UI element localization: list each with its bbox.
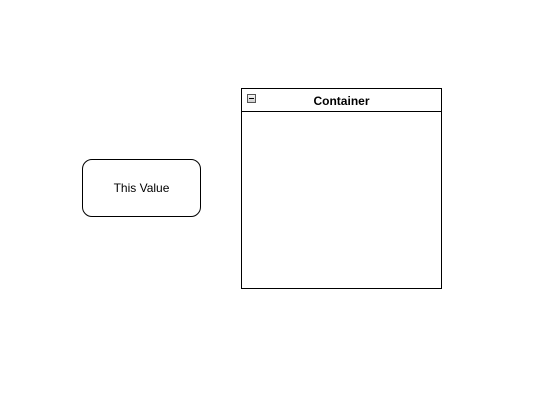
container-title: Container (313, 94, 370, 108)
node-label: This Value (113, 181, 170, 195)
rounded-node[interactable]: This Value (82, 159, 201, 217)
container-header: Container (242, 89, 441, 112)
collapse-icon[interactable] (247, 94, 256, 103)
container-group[interactable]: Container (241, 88, 442, 289)
